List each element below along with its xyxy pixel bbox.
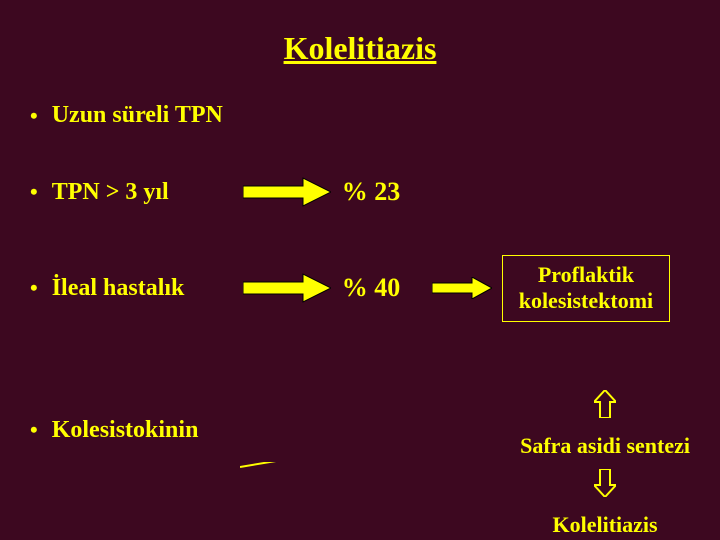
arrow-right-3 <box>422 277 502 299</box>
bullet-dot: • <box>30 417 38 443</box>
bullet-row-1: • Uzun süreli TPN <box>0 102 720 129</box>
bullet-dot: • <box>30 179 38 205</box>
down-arrow-icon <box>594 469 616 502</box>
box-line2: kolesistektomi <box>519 288 653 313</box>
safra-text: Safra asidi sentezi <box>520 433 690 459</box>
bullet-dot: • <box>30 275 38 301</box>
arrow-right-1 <box>232 177 342 207</box>
percent-40: % 40 <box>342 273 422 303</box>
arrow-right-2 <box>232 273 342 303</box>
bullet-dot: • <box>30 103 38 129</box>
up-arrow-icon <box>594 390 616 423</box>
box-line1: Proflaktik <box>538 262 634 287</box>
connector-line <box>240 462 520 532</box>
slide-title: Kolelitiazis <box>0 0 720 92</box>
bullet-label-2: TPN > 3 yıl <box>52 179 232 206</box>
bullet-label-4: Kolesistokinin <box>52 417 232 444</box>
right-stack: Safra asidi sentezi Kolelitiazis <box>520 390 690 538</box>
proflaktik-box: Proflaktik kolesistektomi <box>502 255 670 322</box>
kolelit-text: Kolelitiazis <box>553 512 658 538</box>
bullet-row-2: • TPN > 3 yıl % 23 <box>0 177 720 207</box>
bullet-label-3: İleal hastalık <box>52 275 232 302</box>
percent-23: % 23 <box>342 177 422 207</box>
bullet-label-1: Uzun süreli TPN <box>52 102 232 129</box>
bullet-row-3: • İleal hastalık % 40 Proflaktik kolesis… <box>0 255 720 322</box>
